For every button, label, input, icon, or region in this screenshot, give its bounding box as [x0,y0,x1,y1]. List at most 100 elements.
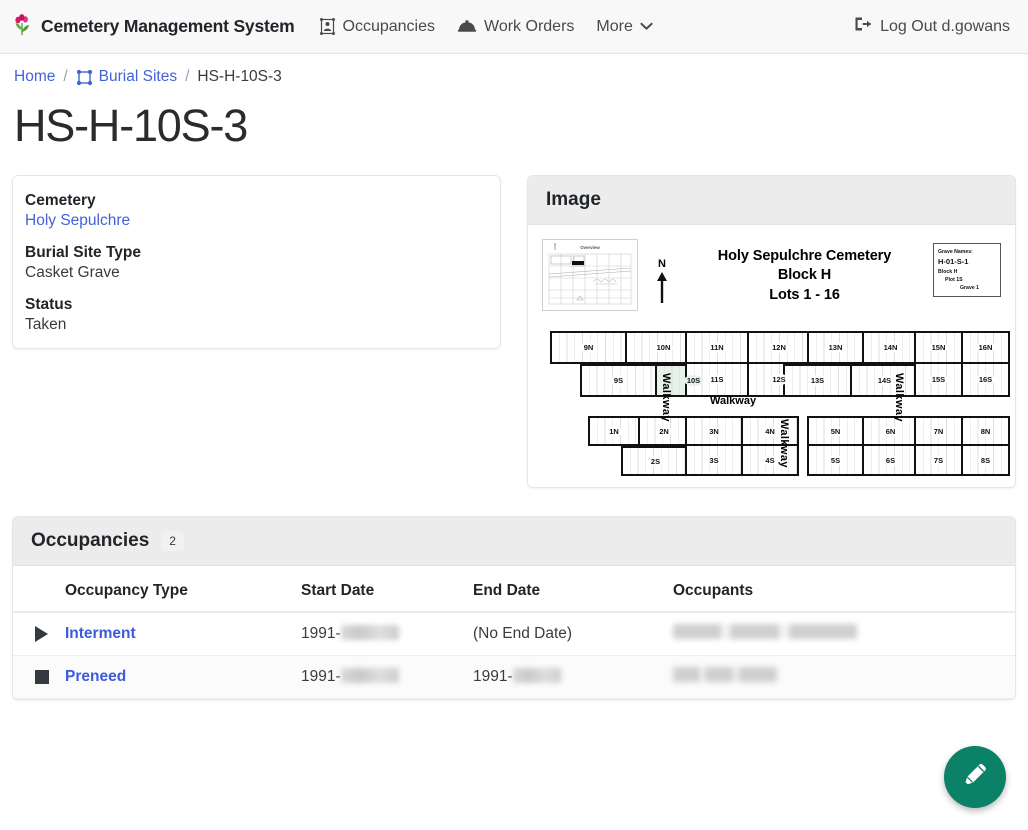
breadcrumb-separator-2: / [185,68,190,85]
occupancies-table-body: Interment 1991- (No End Date) [13,612,1015,700]
table-row[interactable]: Preneed 1991- 1991- [13,655,1015,700]
image-card: Image Overview [527,175,1016,489]
plot-block-15-16[interactable]: 15N 16N 15S 16S [914,331,1010,398]
plot-cell-3N[interactable]: 3N [687,418,741,445]
plot-cell-13N[interactable]: 13N [809,333,862,363]
table-row[interactable]: Interment 1991- (No End Date) [13,612,1015,657]
nav-label-more: More [596,17,633,35]
breadcrumb-current: HS-H-10S-3 [197,68,282,85]
cemetery-value-link[interactable]: Holy Sepulchre [25,212,131,230]
logout-button[interactable]: Log Out d.gowans [854,16,1014,37]
plot-block-7-8[interactable]: 7N 8N 7S 8S [914,416,1010,477]
plot-cell-11N[interactable]: 11N [687,333,747,363]
plot-cell-5N[interactable]: 5N [809,418,862,445]
plot-cell-15S[interactable]: 15S [916,364,961,396]
legend-heading: Grave Names: [938,249,973,256]
row-toggle-cell[interactable] [13,655,57,700]
main-row: Cemetery Holy Sepulchre Burial Site Type… [0,175,1028,489]
occupancies-count-badge: 2 [161,531,184,552]
expand-triangle-icon[interactable] [35,626,48,643]
chevron-down-icon [640,22,653,31]
cemetery-label: Cemetery [25,192,96,210]
svg-text:Overview: Overview [580,245,600,250]
walkway-label-vertical-right: Walkway [893,373,905,423]
nav-label-work-orders: Work Orders [484,17,575,35]
breadcrumb-separator-1: / [63,68,68,85]
row-toggle-cell[interactable] [13,612,57,657]
map-title-line-1: Holy Sepulchre Cemetery [717,248,892,265]
brand[interactable]: Cemetery Management System [12,13,295,40]
nav-item-work-orders[interactable]: Work Orders [457,18,574,36]
start-date-prefix: 1991- [301,625,341,643]
image-card-title: Image [546,189,601,211]
legend-grave: Grave 1 [960,285,980,292]
occupancy-type-link[interactable]: Preneed [65,668,127,686]
plot-block-1-2-south[interactable]: 2S [621,446,690,477]
plot-block-3-4[interactable]: 3N 4N 3S 4S [685,416,799,477]
plot-cell-16S[interactable]: 16S [961,364,1008,396]
legend-block: Block H [938,268,958,275]
hard-hat-icon [457,19,477,34]
plot-cell-2S[interactable]: 2S [623,448,688,475]
occupancies-table: Occupancy Type Start Date End Date Occup… [13,566,1015,700]
walkway-label-vertical-mid: Walkway [778,419,790,469]
plot-block-13-14-north[interactable]: 13N 14N [807,331,919,365]
row-end-date-cell: (No End Date) [465,612,665,657]
nav-item-occupancies[interactable]: Occupancies [319,18,435,36]
end-date-redacted [512,668,561,684]
page-title: HS-H-10S-3 [14,100,248,151]
tulip-flower-icon [12,13,32,40]
plot-cell-7S[interactable]: 7S [916,446,961,475]
north-label: N [658,258,666,271]
status-label: Status [25,296,73,314]
nav-item-more[interactable]: More [596,17,653,36]
legend-plot: Plot 1S [945,277,963,283]
collapse-square-icon[interactable] [35,670,49,685]
plot-cell-9N[interactable]: 9N [552,333,625,363]
person-in-frame-icon [319,18,336,35]
north-arrow: N [648,239,676,304]
breadcrumb-burial-sites[interactable]: Burial Sites [98,68,178,85]
edit-fab-button[interactable] [944,746,1006,808]
plot-block-1-2-north[interactable]: 1N 2N [588,416,690,447]
plot-map[interactable]: Overview [528,225,1015,488]
map-top-row: Overview [542,239,1001,315]
end-date-value: 1991- [473,668,513,686]
map-title-line-2: Block H [777,267,832,284]
walkway-label-vertical-left: Walkway [660,373,672,423]
plot-cell-6S[interactable]: 6S [862,446,917,475]
breadcrumb-home[interactable]: Home [14,68,56,85]
plot-cell-4S[interactable]: 4S [741,446,797,475]
plot-cell-1N[interactable]: 1N [590,418,638,445]
plot-cell-8S[interactable]: 8S [961,446,1008,475]
occupants-redacted [673,624,857,640]
plot-cell-14N[interactable]: 14N [862,333,917,363]
plot-cell-9S[interactable]: 9S [582,366,655,396]
plot-cell-5S[interactable]: 5S [809,446,862,475]
row-start-date-cell: 1991- [293,655,465,700]
plot-cell-16N[interactable]: 16N [961,333,1008,363]
plot-cell-8N[interactable]: 8N [961,418,1008,445]
plot-cell-14S[interactable]: 14S [850,366,917,396]
plot-block-9-10-north[interactable]: 9N 10N [550,331,702,365]
plot-cell-12N[interactable]: 12N [747,333,809,363]
legend-code: H-01-S-1 [938,257,969,267]
burial-site-type-label: Burial Site Type [25,244,141,262]
col-end-date: End Date [465,566,665,614]
plot-block-5-6[interactable]: 5N 6N 5S 6S [807,416,919,477]
plot-cell-2N[interactable]: 2N [638,418,688,445]
plot-cell-13S[interactable]: 13S [785,366,850,396]
plot-cell-7N[interactable]: 7N [916,418,961,445]
overview-thumbnail: Overview [542,239,638,312]
row-type-cell: Interment [57,612,293,657]
logout-arrow-icon [854,16,872,37]
plot-cell-6N[interactable]: 6N [862,418,917,445]
plot-cell-15N[interactable]: 15N [916,333,961,363]
occupancy-type-link[interactable]: Interment [65,625,136,643]
col-occupancy-type: Occupancy Type [57,566,293,614]
col-occupants: Occupants [665,566,1015,614]
occupancies-header: Occupancies 2 [13,517,1015,567]
plot-cell-3S[interactable]: 3S [687,446,741,475]
occupants-redacted [673,667,777,683]
plot-cell-4N[interactable]: 4N [741,418,797,445]
